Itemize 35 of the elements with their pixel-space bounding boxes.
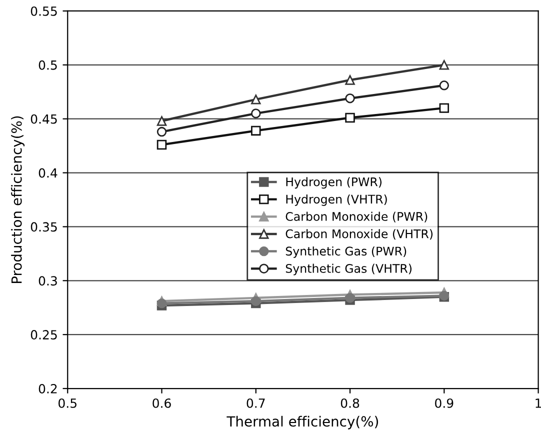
legend-label: Carbon Monoxide (PWR) (286, 212, 428, 222)
y-tick-label: 0.5 (38, 60, 57, 70)
y-tick-label: 0.4 (38, 168, 58, 178)
x-tick-label: 0.6 (152, 398, 171, 408)
x-axis-title: Thermal efficiency(%) (226, 416, 378, 430)
legend-label: Synthetic Gas (PWR) (286, 246, 406, 258)
y-tick-label: 0.2 (38, 384, 57, 394)
point (251, 108, 261, 118)
legend-label: Synthetic Gas (VHTR) (286, 264, 412, 276)
x-tick-label: 0.9 (435, 398, 454, 408)
point (156, 298, 167, 308)
legend-label: Hydrogen (VHTR) (286, 194, 387, 206)
x-tick-label: 1 (536, 398, 541, 408)
point (345, 112, 355, 123)
point (156, 126, 167, 137)
point (439, 60, 450, 70)
legend-label: Carbon Monoxide (VHTR) (286, 229, 433, 240)
y-axis-title: Production efficiency(%) (11, 116, 25, 283)
x-tick-label: 0.7 (246, 398, 265, 408)
point (345, 93, 355, 104)
point (251, 94, 261, 104)
x-tick-label: 0.8 (340, 398, 360, 408)
point (156, 116, 167, 126)
x-tick-label: 0.5 (58, 398, 76, 408)
point (156, 140, 167, 150)
y-tick-label: 0.35 (30, 222, 57, 232)
point (439, 103, 450, 113)
point (439, 80, 450, 90)
y-tick-label: 0.45 (30, 114, 57, 124)
y-tick-label: 0.25 (30, 330, 57, 340)
y-tick-label: 0.3 (38, 276, 57, 286)
point (345, 75, 355, 85)
legend-label: Hydrogen (PWR) (286, 177, 382, 189)
y-tick-label: 0.55 (30, 6, 57, 16)
point (251, 126, 261, 136)
